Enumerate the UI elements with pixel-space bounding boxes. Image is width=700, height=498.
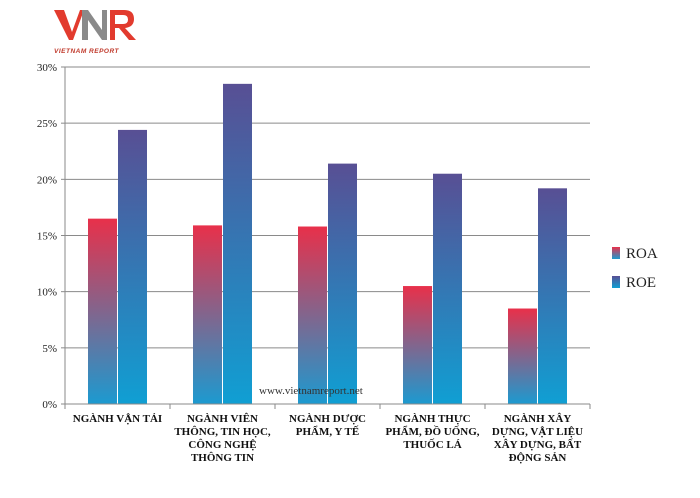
y-tick-label: 30% — [37, 62, 57, 74]
vietnam-report-logo: VIETNAM REPORT — [52, 6, 142, 56]
logo-tagline: VIETNAM REPORT — [54, 48, 120, 55]
axes — [64, 67, 591, 409]
watermark: www.vietnamreport.net — [259, 385, 363, 397]
legend-swatch-roa — [612, 247, 620, 259]
bar-roe — [538, 188, 567, 404]
bar-roe — [223, 83, 252, 404]
y-tick-label: 15% — [37, 231, 57, 243]
bars — [88, 83, 567, 404]
y-tick-label: 25% — [37, 118, 57, 130]
legend-label-roa: ROA — [626, 246, 658, 262]
bar-roa — [403, 286, 432, 404]
bar-roe — [433, 173, 462, 404]
y-tick-label: 20% — [37, 174, 57, 186]
legend-label-roe: ROE — [626, 275, 656, 291]
y-tick-label: 10% — [37, 287, 57, 299]
bar-roe — [118, 129, 147, 404]
x-axis-category-labels: NGÀNH VẬN TẢI NGÀNH VIÊN THÔNG, TIN HỌC, CÔ… — [73, 412, 583, 464]
bar-roa — [88, 218, 117, 404]
category-label: NGÀNH XÂY DỰNG, VẬT LIỆU XÂY DỰNG, BẤT ĐỘNG… — [492, 413, 583, 464]
bar-roa — [298, 226, 327, 404]
category-label: NGÀNH VẬN TẢI — [73, 412, 162, 425]
vnr-logo-mark — [54, 10, 136, 40]
bar-roa — [508, 308, 537, 404]
bar-roa — [193, 225, 222, 404]
legend: ROA ROE — [612, 246, 658, 291]
y-axis-tick-labels: 0% 5% 10% 15% 20% 25% 30% — [37, 62, 57, 411]
y-tick-label: 5% — [42, 343, 57, 355]
category-label: NGÀNH VIÊN THÔNG, TIN HỌC, CÔNG NGHỆ THÔNG … — [174, 413, 271, 464]
legend-swatch-roe — [612, 276, 620, 288]
category-label: NGÀNH THỰC PHẨM, ĐỒ UỐNG, THUỐC LÁ — [385, 413, 479, 451]
gridlines — [61, 66, 590, 405]
bar-roe — [328, 163, 357, 404]
category-label: NGÀNH DƯỢC PHẨM, Y TẾ — [289, 413, 366, 438]
y-tick-label: 0% — [42, 399, 57, 411]
